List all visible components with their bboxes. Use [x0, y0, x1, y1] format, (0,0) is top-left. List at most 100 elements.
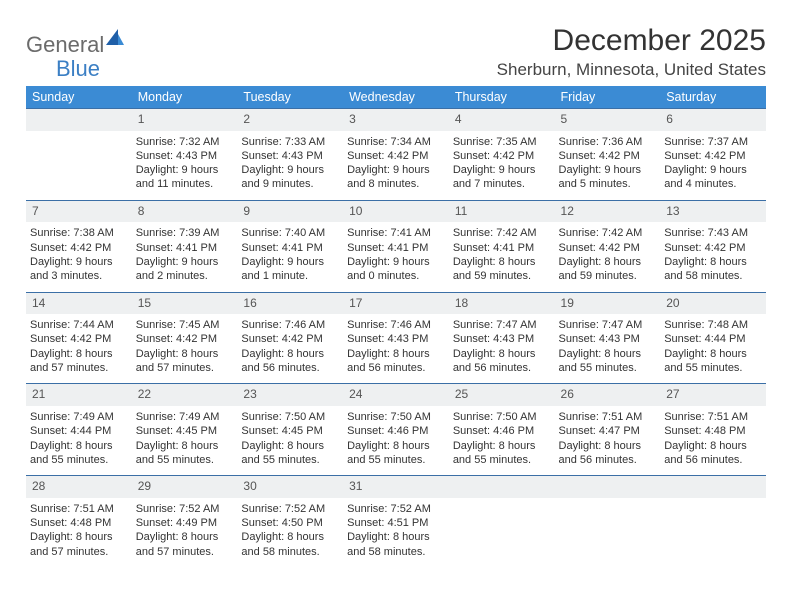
detail-row: Sunrise: 7:32 AMSunset: 4:43 PMDaylight:…: [26, 131, 766, 201]
detail-row: Sunrise: 7:44 AMSunset: 4:42 PMDaylight:…: [26, 314, 766, 384]
day-cell: Sunrise: 7:39 AMSunset: 4:41 PMDaylight:…: [132, 222, 238, 292]
day1-text: Daylight: 8 hours: [347, 530, 445, 544]
day-cell: Sunrise: 7:48 AMSunset: 4:44 PMDaylight:…: [660, 314, 766, 384]
day-number: 10: [343, 200, 449, 222]
header: General Blue December 2025 Sherburn, Min…: [26, 24, 766, 80]
sunrise-text: Sunrise: 7:46 AM: [241, 318, 339, 332]
day-number: 7: [26, 200, 132, 222]
day2-text: and 56 minutes.: [347, 361, 445, 375]
day-number: [26, 109, 132, 131]
day-number: 20: [660, 292, 766, 314]
day-number: 18: [449, 292, 555, 314]
day-number: 15: [132, 292, 238, 314]
sunset-text: Sunset: 4:42 PM: [664, 241, 762, 255]
daynum-row: 78910111213: [26, 200, 766, 222]
sunrise-text: Sunrise: 7:51 AM: [559, 410, 657, 424]
sunrise-text: Sunrise: 7:46 AM: [347, 318, 445, 332]
page-title: December 2025: [497, 24, 766, 58]
day-cell: Sunrise: 7:42 AMSunset: 4:41 PMDaylight:…: [449, 222, 555, 292]
sunset-text: Sunset: 4:42 PM: [347, 149, 445, 163]
day-number: 2: [237, 109, 343, 131]
day-cell: Sunrise: 7:52 AMSunset: 4:51 PMDaylight:…: [343, 498, 449, 567]
day2-text: and 57 minutes.: [30, 361, 128, 375]
logo: General Blue: [26, 24, 128, 58]
day1-text: Daylight: 9 hours: [347, 255, 445, 269]
sunset-text: Sunset: 4:43 PM: [241, 149, 339, 163]
sunset-text: Sunset: 4:50 PM: [241, 516, 339, 530]
title-block: December 2025 Sherburn, Minnesota, Unite…: [497, 24, 766, 80]
day2-text: and 57 minutes.: [136, 545, 234, 559]
sunset-text: Sunset: 4:48 PM: [664, 424, 762, 438]
sunset-text: Sunset: 4:47 PM: [559, 424, 657, 438]
day1-text: Daylight: 9 hours: [136, 255, 234, 269]
day-cell: Sunrise: 7:47 AMSunset: 4:43 PMDaylight:…: [555, 314, 661, 384]
sunset-text: Sunset: 4:43 PM: [136, 149, 234, 163]
sunset-text: Sunset: 4:45 PM: [241, 424, 339, 438]
day1-text: Daylight: 8 hours: [664, 347, 762, 361]
weekday-header: Monday: [132, 86, 238, 109]
sunrise-text: Sunrise: 7:49 AM: [30, 410, 128, 424]
day2-text: and 55 minutes.: [453, 453, 551, 467]
day-cell: [555, 498, 661, 567]
sunset-text: Sunset: 4:48 PM: [30, 516, 128, 530]
day-number: 19: [555, 292, 661, 314]
sunset-text: Sunset: 4:42 PM: [559, 149, 657, 163]
day-cell: Sunrise: 7:34 AMSunset: 4:42 PMDaylight:…: [343, 131, 449, 201]
day2-text: and 57 minutes.: [136, 361, 234, 375]
day2-text: and 3 minutes.: [30, 269, 128, 283]
day-number: 21: [26, 384, 132, 406]
day-number: 16: [237, 292, 343, 314]
day1-text: Daylight: 8 hours: [241, 439, 339, 453]
location-text: Sherburn, Minnesota, United States: [497, 60, 766, 80]
sunrise-text: Sunrise: 7:50 AM: [453, 410, 551, 424]
day-cell: Sunrise: 7:51 AMSunset: 4:48 PMDaylight:…: [26, 498, 132, 567]
day1-text: Daylight: 8 hours: [136, 530, 234, 544]
day1-text: Daylight: 9 hours: [241, 255, 339, 269]
day2-text: and 56 minutes.: [664, 453, 762, 467]
sunset-text: Sunset: 4:51 PM: [347, 516, 445, 530]
logo-sail-icon: [104, 27, 126, 54]
day-cell: Sunrise: 7:33 AMSunset: 4:43 PMDaylight:…: [237, 131, 343, 201]
day-number: 27: [660, 384, 766, 406]
sunset-text: Sunset: 4:41 PM: [347, 241, 445, 255]
day-cell: Sunrise: 7:35 AMSunset: 4:42 PMDaylight:…: [449, 131, 555, 201]
day-number: 25: [449, 384, 555, 406]
day2-text: and 58 minutes.: [347, 545, 445, 559]
sunrise-text: Sunrise: 7:38 AM: [30, 226, 128, 240]
day1-text: Daylight: 8 hours: [347, 439, 445, 453]
sunrise-text: Sunrise: 7:34 AM: [347, 135, 445, 149]
day-number: 26: [555, 384, 661, 406]
day1-text: Daylight: 8 hours: [136, 439, 234, 453]
sunrise-text: Sunrise: 7:48 AM: [664, 318, 762, 332]
daynum-row: 14151617181920: [26, 292, 766, 314]
sunrise-text: Sunrise: 7:43 AM: [664, 226, 762, 240]
day-cell: Sunrise: 7:45 AMSunset: 4:42 PMDaylight:…: [132, 314, 238, 384]
sunrise-text: Sunrise: 7:36 AM: [559, 135, 657, 149]
day2-text: and 55 minutes.: [559, 361, 657, 375]
day-number: 1: [132, 109, 238, 131]
day-number: 6: [660, 109, 766, 131]
weekday-header: Thursday: [449, 86, 555, 109]
day-number: 22: [132, 384, 238, 406]
day2-text: and 1 minute.: [241, 269, 339, 283]
sunset-text: Sunset: 4:46 PM: [453, 424, 551, 438]
day2-text: and 58 minutes.: [241, 545, 339, 559]
day1-text: Daylight: 8 hours: [30, 347, 128, 361]
detail-row: Sunrise: 7:49 AMSunset: 4:44 PMDaylight:…: [26, 406, 766, 476]
day1-text: Daylight: 8 hours: [559, 439, 657, 453]
day1-text: Daylight: 8 hours: [30, 530, 128, 544]
sunrise-text: Sunrise: 7:50 AM: [241, 410, 339, 424]
sunrise-text: Sunrise: 7:41 AM: [347, 226, 445, 240]
sunrise-text: Sunrise: 7:51 AM: [30, 502, 128, 516]
sunset-text: Sunset: 4:42 PM: [241, 332, 339, 346]
day1-text: Daylight: 8 hours: [664, 255, 762, 269]
day-number: 4: [449, 109, 555, 131]
sunrise-text: Sunrise: 7:33 AM: [241, 135, 339, 149]
day-number: 28: [26, 476, 132, 498]
day2-text: and 55 minutes.: [30, 453, 128, 467]
sunrise-text: Sunrise: 7:50 AM: [347, 410, 445, 424]
day-cell: Sunrise: 7:43 AMSunset: 4:42 PMDaylight:…: [660, 222, 766, 292]
sunrise-text: Sunrise: 7:40 AM: [241, 226, 339, 240]
day2-text: and 55 minutes.: [241, 453, 339, 467]
day2-text: and 55 minutes.: [664, 361, 762, 375]
